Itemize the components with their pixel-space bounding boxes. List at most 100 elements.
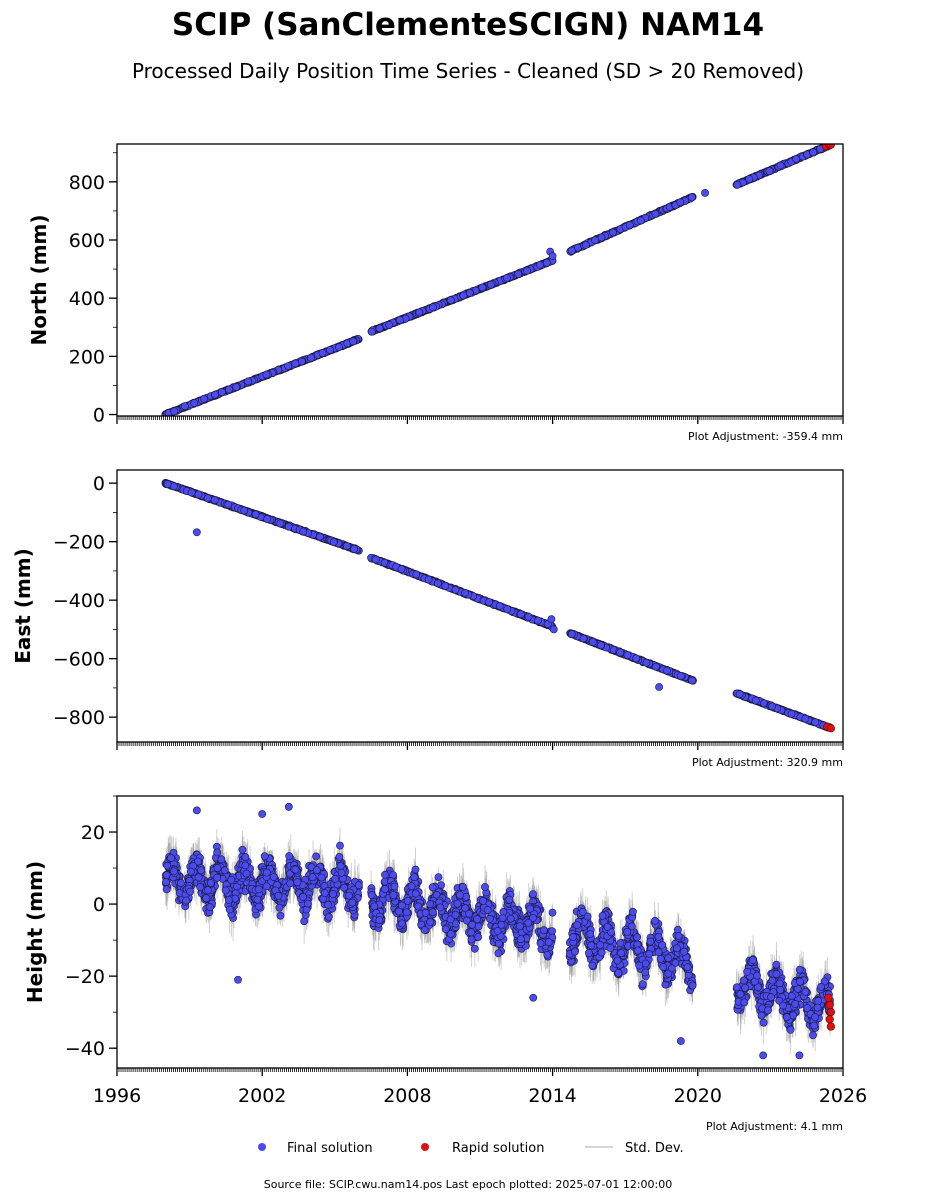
final-solution-point bbox=[385, 320, 394, 329]
y-tick-label: −600 bbox=[53, 649, 105, 671]
final-solution-point bbox=[194, 490, 203, 499]
final-solution-point bbox=[465, 288, 474, 297]
final-solution-point bbox=[315, 532, 324, 541]
final-solution-point bbox=[567, 630, 576, 638]
final-solution-outlier bbox=[549, 625, 558, 634]
final-solution-point bbox=[581, 240, 590, 249]
final-solution-point bbox=[478, 283, 487, 292]
final-solution-point bbox=[735, 690, 744, 699]
final-solution-point bbox=[451, 585, 460, 594]
east-y-ticks: 0 −200 −400 −600 −800 bbox=[53, 473, 117, 729]
final-solution-point bbox=[199, 394, 208, 403]
final-solution-point bbox=[349, 337, 357, 346]
final-solution-point bbox=[306, 353, 315, 362]
east-y-axis-label: East (mm) bbox=[11, 548, 35, 664]
y-tick-label: 0 bbox=[93, 473, 105, 495]
final-solution-point bbox=[244, 377, 253, 386]
final-solution-point bbox=[485, 598, 493, 606]
final-solution-point bbox=[284, 362, 293, 370]
final-solution-point bbox=[536, 260, 544, 269]
final-solution-point bbox=[776, 161, 785, 170]
final-solution-point bbox=[792, 154, 801, 163]
north-final-points bbox=[161, 144, 835, 416]
final-solution-point bbox=[240, 506, 249, 515]
final-solution-point bbox=[676, 198, 685, 207]
final-solution-outlier bbox=[192, 528, 201, 537]
final-solution-point bbox=[350, 545, 358, 553]
east-rapid-points bbox=[823, 722, 836, 733]
final-solution-point bbox=[765, 167, 774, 175]
final-solution-point bbox=[801, 714, 810, 723]
final-solution-point bbox=[375, 324, 384, 333]
chart-subtitle: Processed Daily Position Time Series - C… bbox=[132, 59, 804, 83]
east-panel: 0 −200 −400 −600 −800 East (mm) bbox=[11, 469, 844, 750]
final-solution-point bbox=[523, 266, 531, 275]
final-solution-point bbox=[534, 616, 542, 625]
final-solution-point bbox=[486, 280, 495, 289]
final-solution-point bbox=[342, 542, 351, 550]
final-solution-point bbox=[232, 383, 241, 391]
final-solution-point bbox=[542, 258, 551, 267]
final-solution-point bbox=[809, 148, 817, 157]
final-solution-point bbox=[652, 662, 660, 671]
final-solution-point bbox=[579, 634, 588, 643]
final-solution-point bbox=[190, 399, 199, 407]
final-solution-point bbox=[291, 359, 300, 368]
final-solution-point bbox=[768, 702, 776, 711]
final-solution-point bbox=[502, 273, 511, 282]
final-solution-point bbox=[688, 193, 696, 202]
final-solution-point bbox=[663, 666, 671, 675]
final-solution-point bbox=[632, 654, 641, 663]
final-solution-point bbox=[263, 515, 272, 523]
final-solution-point bbox=[433, 579, 442, 588]
final-solution-outlier bbox=[548, 252, 557, 260]
final-solution-point bbox=[745, 175, 754, 183]
final-solution-point bbox=[636, 216, 645, 225]
final-solution-point bbox=[446, 296, 455, 305]
final-solution-point bbox=[514, 270, 523, 278]
north-rapid-points bbox=[821, 144, 835, 151]
y-tick-label: −200 bbox=[53, 532, 105, 554]
final-solution-point bbox=[495, 602, 504, 610]
y-tick-label: 600 bbox=[69, 230, 105, 252]
north-plot-area bbox=[161, 144, 835, 416]
north-x-ticks bbox=[116, 416, 844, 424]
final-solution-point bbox=[335, 343, 343, 352]
final-solution-point bbox=[329, 538, 338, 546]
final-solution-point bbox=[299, 527, 308, 536]
final-solution-point bbox=[428, 303, 437, 312]
final-solution-point bbox=[211, 390, 219, 399]
final-solution-point bbox=[225, 385, 233, 394]
final-solution-point bbox=[597, 641, 605, 650]
final-solution-point bbox=[623, 651, 632, 660]
final-solution-point bbox=[217, 388, 226, 397]
north-y-axis-label: North (mm) bbox=[27, 214, 51, 345]
final-solution-point bbox=[651, 209, 660, 218]
final-solution-point bbox=[524, 612, 533, 621]
north-panel: 0 200 400 600 800 North (mm) bbox=[27, 143, 844, 427]
final-solution-point bbox=[616, 648, 625, 657]
final-solution-outlier bbox=[655, 683, 663, 691]
y-tick-label: 200 bbox=[69, 346, 105, 368]
y-tick-label: −400 bbox=[53, 590, 105, 612]
final-solution-point bbox=[597, 233, 606, 242]
final-solution-point bbox=[787, 709, 796, 718]
final-solution-point bbox=[371, 555, 380, 564]
final-solution-point bbox=[567, 246, 576, 255]
final-solution-outlier bbox=[547, 615, 556, 624]
final-solution-point bbox=[811, 718, 820, 727]
final-solution-point bbox=[170, 407, 179, 416]
final-solution-point bbox=[180, 402, 189, 411]
final-solution-point bbox=[516, 610, 525, 619]
final-solution-point bbox=[396, 316, 404, 324]
final-solution-point bbox=[733, 180, 742, 189]
final-solution-point bbox=[625, 221, 634, 229]
final-solution-point bbox=[688, 676, 697, 685]
north-y-ticks: 0 200 400 600 800 bbox=[69, 152, 117, 427]
final-solution-point bbox=[412, 570, 421, 579]
rapid-solution-point bbox=[826, 724, 836, 733]
east-axes-frame bbox=[116, 469, 844, 743]
east-final-points bbox=[161, 478, 834, 732]
